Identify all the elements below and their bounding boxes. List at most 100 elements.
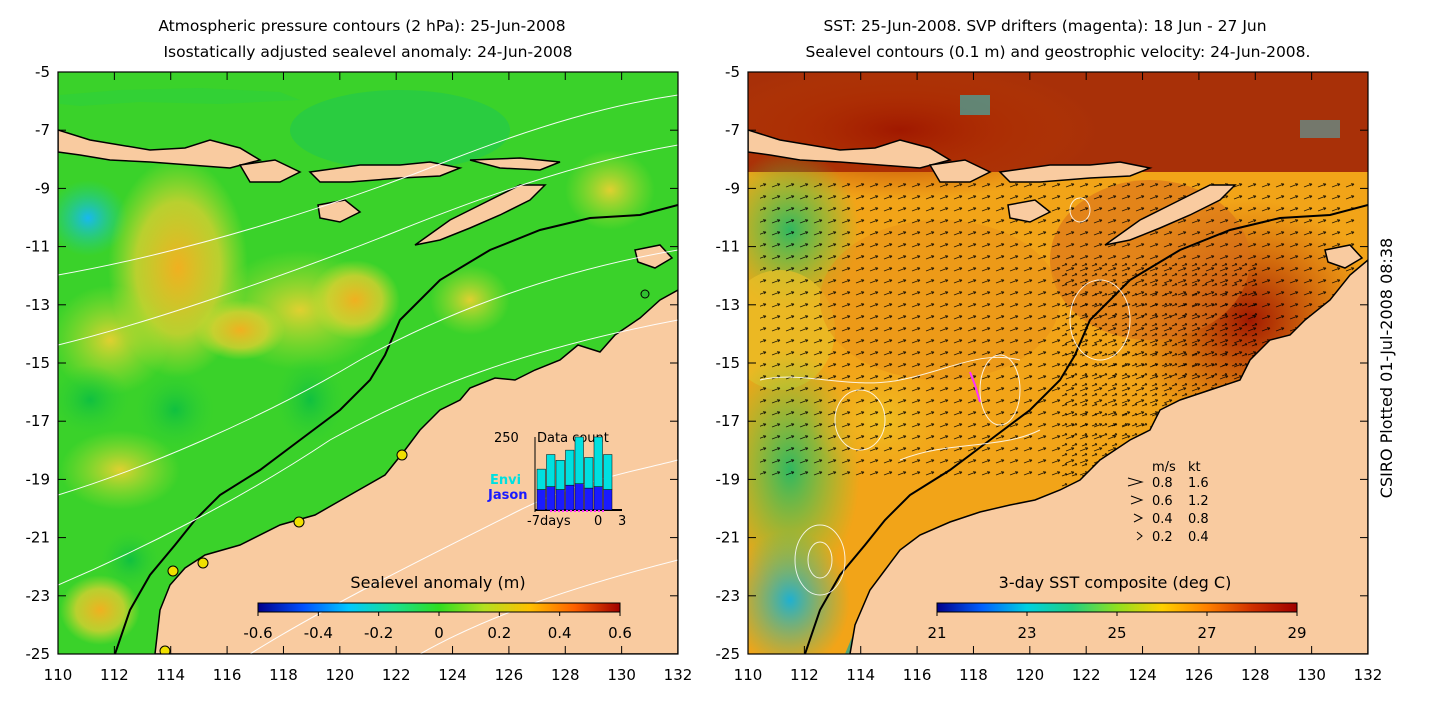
velocity-legend-kt: 1.2 <box>1188 494 1209 509</box>
left-y-tick-label: -19 <box>26 470 51 488</box>
inset-xlabel-start: -7days <box>527 514 571 529</box>
inset-bar-jason <box>574 483 584 511</box>
velocity-legend: m/s kt 0.8 1.6 0.6 1.2 0.4 0.8 0.2 0.4 <box>1127 460 1209 545</box>
right-axes: 110 112 114 116 118 120 122 124 126 128 130 132 -5 -7… <box>716 63 1383 684</box>
right-title-line1: SST: 25-Jun-2008. SVP drifters (magenta)… <box>823 17 1266 35</box>
left-y-tick-label: -5 <box>35 63 50 81</box>
left-y-tick-label: -23 <box>26 587 51 605</box>
velocity-legend-ms: 0.6 <box>1152 494 1173 509</box>
inset-bar-jason <box>565 484 575 511</box>
right-x-tick-label: 128 <box>1241 666 1270 684</box>
right-australia-land <box>849 259 1368 654</box>
left-colorbar-label: Sealevel anomaly (m) <box>350 573 525 592</box>
inset-ymax-label: 250 <box>494 431 519 446</box>
left-map <box>58 72 678 654</box>
inset-bar-envi <box>555 460 565 490</box>
velocity-legend-header-kt: kt <box>1188 460 1201 475</box>
inset-bar-envi <box>536 468 546 490</box>
left-title: Atmospheric pressure contours (2 hPa): 2… <box>158 17 572 61</box>
left-x-tick-label: 128 <box>551 666 580 684</box>
right-y-tick-label: -9 <box>725 179 740 197</box>
right-x-tick-label: 114 <box>846 666 875 684</box>
left-x-tick-label: 120 <box>325 666 354 684</box>
right-y-tick-label: -21 <box>716 529 741 547</box>
inset-bar-envi <box>546 454 556 487</box>
velocity-legend-header-ms: m/s <box>1152 460 1176 475</box>
right-colorbar-tick: 27 <box>1197 624 1216 642</box>
inset-xlabel-zero: 0 <box>594 514 602 529</box>
inset-title: Data count <box>537 431 609 446</box>
right-y-tick-label: -25 <box>716 645 741 663</box>
right-x-tick-label: 132 <box>1354 666 1383 684</box>
right-y-tick-label: -23 <box>716 587 741 605</box>
left-axes: 110 112 114 116 118 120 122 124 126 128 130 132 -5 -7… <box>26 63 693 684</box>
left-x-tick-label: 114 <box>156 666 185 684</box>
right-colorbar-tick: 29 <box>1287 624 1306 642</box>
inset-bar-envi <box>565 449 575 486</box>
left-x-tick-label: 130 <box>607 666 636 684</box>
inset-bar-jason <box>593 486 603 511</box>
right-colorbar-tick: 23 <box>1017 624 1036 642</box>
left-colorbar-tick: -0.6 <box>243 624 272 642</box>
velocity-legend-arrow <box>1136 531 1143 541</box>
right-y-tick-label: -7 <box>725 121 740 139</box>
left-australia-land <box>154 289 678 654</box>
right-x-tick-label: 118 <box>959 666 988 684</box>
inset-bar-jason <box>546 486 556 511</box>
left-colorbar-tick: 0.6 <box>608 624 632 642</box>
inset-xlabel-end: 3 <box>618 514 626 529</box>
left-colorbar: Sealevel anomaly (m) -0.6 -0.4 -0.2 0 0.2 0.4… <box>243 573 632 642</box>
left-colorbar-tick: 0.4 <box>548 624 572 642</box>
left-y-tick-label: -11 <box>26 238 51 256</box>
right-x-tick-label: 122 <box>1072 666 1101 684</box>
inset-bar-envi <box>574 436 584 484</box>
left-x-tick-label: 116 <box>213 666 242 684</box>
left-x-tick-label: 122 <box>382 666 411 684</box>
right-map <box>748 72 1368 654</box>
right-x-tick-label: 116 <box>903 666 932 684</box>
left-y-tick-label: -25 <box>26 645 51 663</box>
left-x-tick-label: 126 <box>495 666 524 684</box>
right-colorbar-tick: 25 <box>1107 624 1126 642</box>
velocity-legend-arrow <box>1133 513 1144 523</box>
right-colorbar-label: 3-day SST composite (deg C) <box>999 573 1232 592</box>
right-colorbar: 3-day SST composite (deg C) 21 23 25 27 29 <box>927 573 1306 642</box>
left-y-tick-label: -7 <box>35 121 50 139</box>
left-x-tick-label: 118 <box>269 666 298 684</box>
right-y-tick-label: -11 <box>716 238 741 256</box>
velocity-legend-ms: 0.2 <box>1152 530 1173 545</box>
inset-bar-jason <box>603 489 613 511</box>
inset-bars <box>536 436 613 512</box>
right-title: SST: 25-Jun-2008. SVP drifters (magenta)… <box>806 17 1311 61</box>
right-x-tick-label: 124 <box>1128 666 1157 684</box>
left-colorbar-scale <box>257 602 621 613</box>
svp-drifter-track <box>969 371 981 403</box>
right-y-tick-label: -17 <box>716 412 741 430</box>
inset-bar-envi <box>584 457 594 489</box>
velocity-legend-kt: 0.8 <box>1188 512 1209 527</box>
left-colorbar-tick: 0.2 <box>487 624 511 642</box>
inset-bar-envi <box>603 454 613 490</box>
left-x-tick-label: 132 <box>664 666 693 684</box>
left-y-tick-label: -13 <box>26 296 51 314</box>
velocity-legend-kt: 1.6 <box>1188 476 1209 491</box>
inset-bar-jason <box>536 489 546 511</box>
left-y-tick-label: -21 <box>26 529 51 547</box>
right-x-tick-label: 130 <box>1297 666 1326 684</box>
velocity-legend-arrow <box>1130 495 1144 505</box>
right-x-tick-label: 112 <box>790 666 819 684</box>
left-colorbar-tick: -0.4 <box>304 624 333 642</box>
left-title-line1: Atmospheric pressure contours (2 hPa): 2… <box>158 17 565 35</box>
velocity-legend-kt: 0.4 <box>1188 530 1209 545</box>
left-x-tick-label: 112 <box>100 666 129 684</box>
left-colorbar-tick: -0.2 <box>364 624 393 642</box>
left-y-tick-label: -17 <box>26 412 51 430</box>
inset-legend-envi: Envi <box>490 473 521 488</box>
right-y-tick-label: -5 <box>725 63 740 81</box>
left-y-tick-label: -9 <box>35 179 50 197</box>
plot-timestamp: CSIRO Plotted 01-Jul-2008 08:38 <box>1377 238 1396 498</box>
right-colorbar-scale <box>936 602 1298 613</box>
right-y-tick-label: -13 <box>716 296 741 314</box>
left-y-tick-label: -15 <box>26 354 51 372</box>
